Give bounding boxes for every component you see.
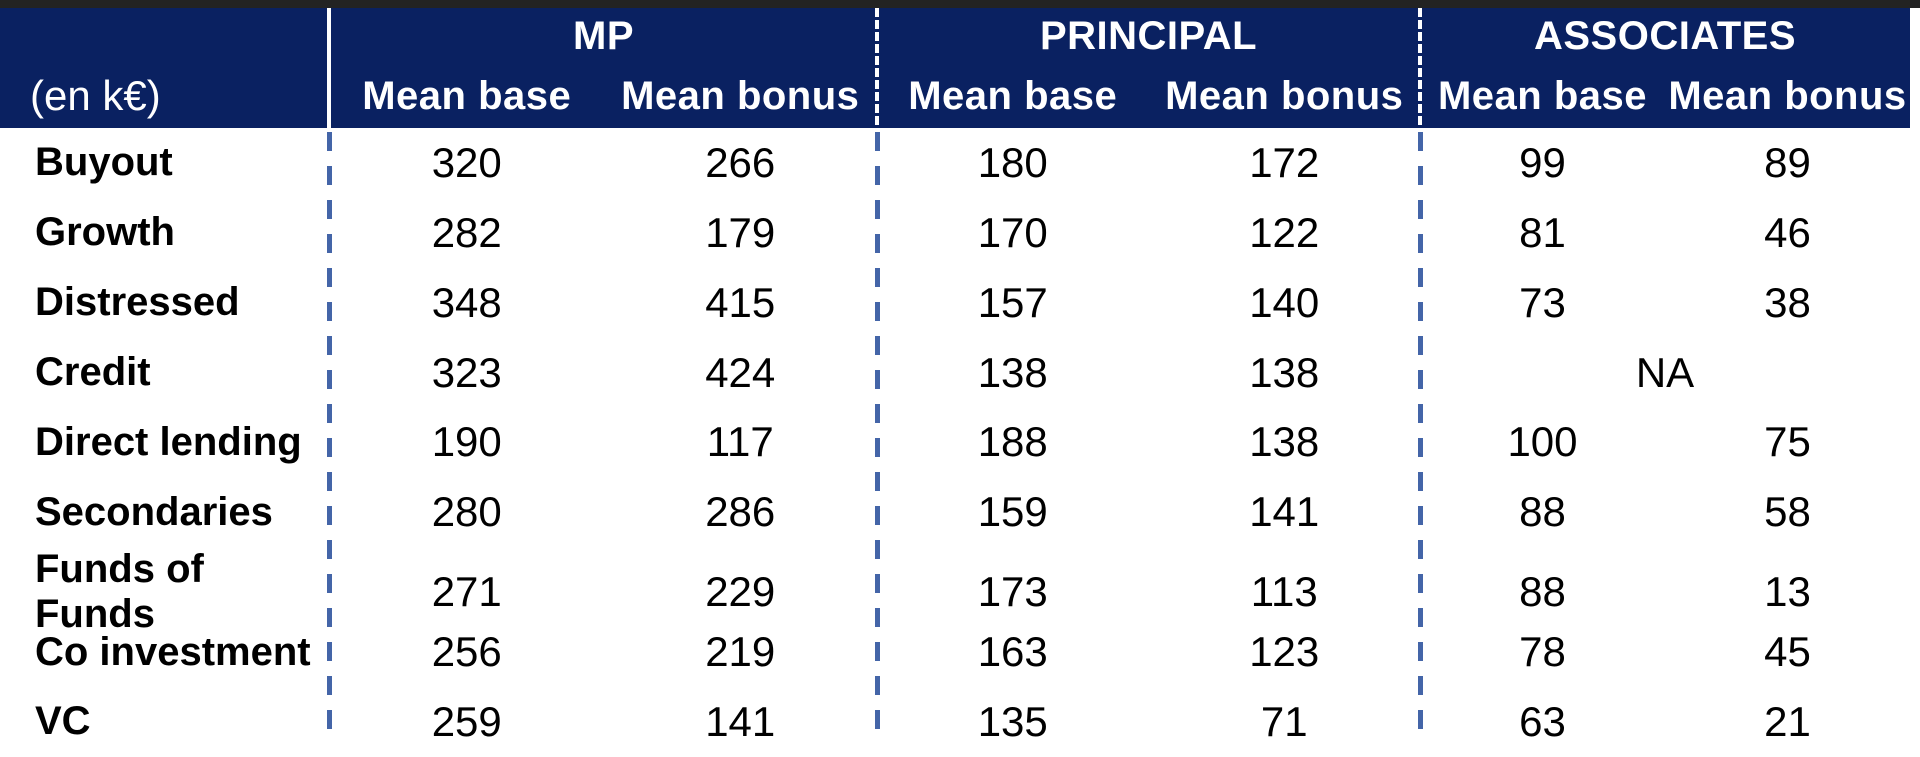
header-subcolumn-row: (en k€) Mean base Mean bonus Mean base M… [0, 64, 1910, 128]
cell-associates-mean-base: 88 [1519, 488, 1566, 536]
cell-principal-mean-bonus: 122 [1249, 208, 1320, 256]
column-group-principal: PRINCIPAL [1039, 13, 1258, 58]
cell-associates-mean-base: 63 [1519, 697, 1566, 745]
cell-associates-na: NA [1635, 348, 1695, 396]
table-row: Distressed 348 415 157 140 73 38 [0, 268, 1910, 338]
table-row: Funds of Funds 271 229 173 113 88 13 [0, 547, 1910, 636]
cell-principal-mean-base: 170 [977, 208, 1048, 256]
row-label: Direct lending [35, 419, 302, 464]
row-label: Credit [35, 350, 151, 395]
table-row: Buyout 320 266 180 172 99 89 [0, 128, 1910, 198]
cell-associates-mean-bonus: 46 [1764, 208, 1811, 256]
header-divider-dashed [1418, 8, 1422, 128]
cell-mp-mean-bonus: 219 [705, 628, 776, 676]
cell-mp-mean-base: 323 [431, 348, 502, 396]
cell-principal-mean-bonus: 138 [1249, 348, 1320, 396]
table-header: MP PRINCIPAL ASSOCIATES (en k€) Mean bas… [0, 8, 1910, 128]
cell-mp-mean-bonus: 266 [705, 138, 776, 186]
cell-principal-mean-base: 159 [977, 488, 1048, 536]
cell-principal-mean-base: 163 [977, 628, 1048, 676]
cell-mp-mean-base: 259 [431, 697, 502, 745]
cell-mp-mean-bonus: 229 [705, 568, 776, 616]
row-label: Funds of Funds [35, 547, 204, 637]
column-divider-dashed [875, 132, 880, 740]
subheader-principal-mean-bonus: Mean bonus [1165, 73, 1404, 118]
column-group-mp: MP [573, 13, 634, 58]
cell-associates-mean-base: 88 [1519, 568, 1566, 616]
table-row: Co investment 256 219 163 123 78 45 [0, 617, 1910, 687]
cell-mp-mean-base: 348 [431, 278, 502, 326]
cell-associates-mean-base: 99 [1519, 138, 1566, 186]
subheader-associates-mean-base: Mean base [1437, 73, 1648, 118]
cell-mp-mean-bonus: 415 [705, 278, 776, 326]
cell-principal-mean-base: 180 [977, 138, 1048, 186]
cell-mp-mean-bonus: 117 [706, 418, 774, 466]
cell-principal-mean-base: 173 [977, 568, 1048, 616]
cell-principal-mean-base: 135 [977, 697, 1048, 745]
cell-associates-mean-base: 73 [1519, 278, 1566, 326]
table-row: Secondaries 280 286 159 141 88 58 [0, 477, 1910, 547]
cell-mp-mean-bonus: 286 [705, 488, 776, 536]
cell-associates-mean-base: 100 [1507, 418, 1578, 466]
table-row: Direct lending 190 117 188 138 100 75 [0, 408, 1910, 478]
cell-associates-mean-bonus: 58 [1764, 488, 1811, 536]
cell-mp-mean-base: 256 [431, 628, 502, 676]
cell-principal-mean-bonus: 140 [1249, 278, 1320, 326]
table-row: Growth 282 179 170 122 81 46 [0, 198, 1910, 268]
row-label: Co investment [35, 629, 311, 674]
header-corner [0, 8, 330, 64]
cell-principal-mean-bonus: 71 [1260, 697, 1308, 745]
row-label: VC [35, 699, 91, 744]
row-label: Secondaries [35, 489, 273, 534]
table-row: Credit 323 424 138 138 NA [0, 338, 1910, 408]
header-divider-solid [327, 8, 331, 128]
unit-label: (en k€) [30, 72, 161, 119]
cell-mp-mean-bonus: 141 [705, 697, 776, 745]
cell-associates-mean-bonus: 38 [1764, 278, 1811, 326]
cell-principal-mean-base: 157 [977, 278, 1048, 326]
header-divider-dashed [875, 8, 879, 128]
cell-principal-mean-bonus: 172 [1249, 138, 1320, 186]
subheader-mp-mean-bonus: Mean bonus [621, 73, 860, 118]
cell-associates-mean-bonus: 89 [1764, 138, 1811, 186]
cell-mp-mean-base: 282 [431, 208, 502, 256]
cell-mp-mean-bonus: 424 [705, 348, 776, 396]
cell-associates-mean-base: 81 [1519, 208, 1566, 256]
top-border-bar [0, 0, 1920, 8]
column-divider-dashed [327, 132, 332, 740]
subheader-associates-mean-bonus: Mean bonus [1668, 73, 1907, 118]
subheader-mp-mean-base: Mean base [362, 73, 572, 118]
cell-mp-mean-base: 190 [431, 418, 502, 466]
cell-principal-mean-bonus: 123 [1249, 628, 1320, 676]
row-label: Buyout [35, 140, 173, 185]
cell-principal-mean-bonus: 138 [1249, 418, 1320, 466]
cell-mp-mean-base: 280 [431, 488, 502, 536]
row-label: Growth [35, 210, 175, 255]
cell-mp-mean-base: 271 [431, 568, 502, 616]
cell-associates-mean-bonus: 21 [1764, 697, 1811, 745]
cell-associates-mean-base: 78 [1519, 628, 1566, 676]
cell-mp-mean-base: 320 [431, 138, 502, 186]
cell-principal-mean-bonus: 141 [1249, 488, 1320, 536]
cell-mp-mean-bonus: 179 [705, 208, 776, 256]
cell-principal-mean-base: 188 [977, 418, 1048, 466]
cell-associates-mean-bonus: 75 [1764, 418, 1811, 466]
row-label: Distressed [35, 280, 240, 325]
table-body: Buyout 320 266 180 172 99 89 Growth 282 … [0, 128, 1910, 757]
cell-associates-mean-bonus: 45 [1764, 628, 1811, 676]
table-row: VC 259 141 135 71 63 21 [0, 687, 1910, 757]
header-group-row: MP PRINCIPAL ASSOCIATES [0, 8, 1910, 64]
subheader-principal-mean-base: Mean base [908, 73, 1118, 118]
cell-principal-mean-base: 138 [977, 348, 1048, 396]
column-group-associates: ASSOCIATES [1533, 13, 1797, 58]
column-divider-dashed [1418, 132, 1423, 740]
cell-associates-mean-bonus: 13 [1764, 568, 1811, 616]
cell-principal-mean-bonus: 113 [1250, 568, 1318, 616]
